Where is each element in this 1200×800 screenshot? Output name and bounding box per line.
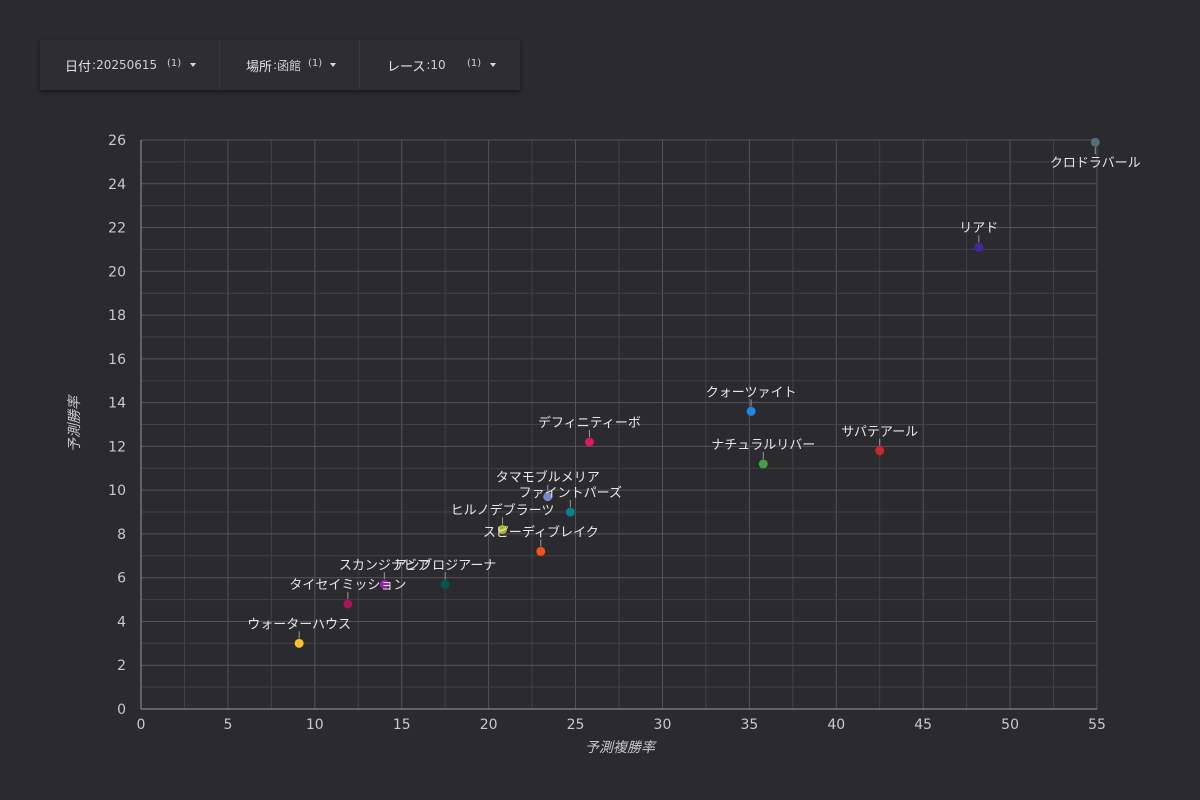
data-point[interactable] — [343, 599, 353, 609]
x-tick-label: 40 — [827, 717, 845, 733]
point-label: ファイントパーズ — [519, 485, 622, 501]
y-axis-title: 予測勝率 — [67, 394, 83, 452]
axes — [140, 140, 1097, 710]
data-point-group[interactable]: ナチュラルリバー — [711, 438, 815, 469]
point-label: デフィニティーボ — [538, 415, 641, 431]
data-point-group[interactable]: スカンジナビア — [339, 558, 430, 589]
race-filter-value-prefix: : — [426, 58, 431, 72]
data-point-group[interactable]: クロドラバール — [1050, 137, 1141, 172]
caret-down-icon — [330, 63, 336, 67]
data-point-group[interactable]: デフィニティーボ — [538, 415, 641, 447]
race-filter-value: 10 — [430, 58, 446, 72]
y-tick-label: 0 — [117, 702, 126, 718]
point-label: ヒルノデブラーツ — [451, 503, 555, 519]
data-point-group[interactable]: ウォーターハウス — [247, 617, 351, 648]
y-tick-label: 20 — [108, 264, 126, 280]
point-label: タマモブルメリア — [496, 470, 600, 486]
grid-lines — [140, 139, 1098, 710]
point-label: サパテアール — [841, 425, 918, 440]
date-filter-dropdown[interactable]: 日付: 20250615 (1) — [40, 40, 220, 90]
race-filter-label: レース — [387, 59, 426, 75]
race-filter-count: (1) — [467, 58, 482, 69]
data-point[interactable] — [440, 579, 450, 589]
data-point[interactable] — [294, 638, 304, 648]
data-point[interactable] — [974, 242, 984, 252]
race-filter-dropdown[interactable]: レース: 10 (1) — [360, 40, 520, 90]
data-point-group[interactable]: タマモブルメリア — [496, 470, 600, 502]
place-filter-value-prefix: : — [273, 58, 278, 72]
y-tick-label: 4 — [117, 614, 126, 630]
x-tick-label: 20 — [480, 717, 498, 733]
x-tick-label: 55 — [1088, 717, 1106, 733]
data-point-group[interactable]: ファイントパーズ — [519, 485, 622, 517]
y-tick-label: 26 — [108, 133, 126, 149]
data-point-group[interactable]: リアド — [959, 221, 998, 252]
point-label: タイセイミッション — [289, 578, 406, 593]
data-point[interactable] — [565, 507, 575, 517]
y-tick-label: 18 — [108, 308, 126, 324]
y-tick-label: 12 — [108, 439, 126, 455]
x-tick-label: 45 — [914, 717, 932, 733]
point-label: クロドラバール — [1050, 156, 1141, 171]
y-tick-label: 10 — [108, 483, 126, 499]
point-label: ナチュラルリバー — [711, 438, 815, 453]
x-tick-label: 25 — [567, 717, 585, 733]
x-axis-title: 予測複勝率 — [585, 740, 657, 756]
date-filter-label: 日付 — [65, 59, 92, 75]
data-point[interactable] — [584, 437, 594, 447]
place-filter-count: (1) — [308, 58, 323, 69]
data-point[interactable] — [543, 492, 553, 502]
place-filter-dropdown[interactable]: 場所: 函館 (1) — [220, 40, 360, 90]
y-tick-label: 2 — [117, 658, 126, 674]
point-label: スピーディブレイク — [483, 524, 599, 540]
caret-down-icon — [190, 63, 196, 67]
y-tick-label: 24 — [108, 177, 126, 193]
place-filter-label: 場所 — [246, 59, 273, 75]
place-filter-value: 函館 — [277, 58, 302, 73]
y-tick-label: 16 — [108, 352, 126, 368]
x-tick-label: 15 — [393, 717, 411, 733]
point-label: クォーツァイト — [706, 385, 797, 400]
tick-labels: 0 5 10 15 20 25 30 35 40 45 50 55024681012141618202… — [108, 133, 1106, 733]
date-filter-count: (1) — [167, 58, 182, 69]
x-tick-label: 30 — [654, 717, 672, 733]
y-tick-label: 14 — [108, 396, 126, 412]
x-tick-label: 10 — [306, 717, 324, 733]
x-tick-label: 35 — [740, 717, 758, 733]
data-point[interactable] — [498, 525, 508, 535]
data-point-group[interactable]: クォーツァイト — [706, 385, 797, 416]
x-tick-label: 50 — [1001, 717, 1019, 733]
y-tick-label: 22 — [108, 221, 126, 237]
y-tick-label: 8 — [117, 527, 126, 543]
x-tick-label: 0 — [137, 717, 146, 733]
date-filter-value-prefix: : — [92, 58, 97, 72]
data-point[interactable] — [875, 446, 885, 456]
point-label: リアド — [959, 221, 998, 236]
data-point[interactable] — [746, 406, 756, 416]
filter-bar: 日付: 20250615 (1) 場所: 函館 (1) レース: 10 (1) — [40, 40, 520, 90]
point-label: ウォーターハウス — [247, 617, 351, 632]
data-point-group[interactable]: スピーディブレイク — [483, 524, 599, 556]
data-point-group[interactable]: タイセイミッション — [289, 578, 406, 609]
caret-down-icon — [490, 63, 496, 67]
data-point-group[interactable]: ヒルノデブラーツ — [451, 503, 555, 535]
x-tick-label: 5 — [223, 717, 232, 733]
data-point[interactable] — [758, 459, 768, 469]
point-label: スカンジナビア — [339, 558, 430, 573]
data-point[interactable] — [536, 546, 546, 556]
point-label: アンブロジアーナ — [394, 557, 496, 573]
data-point-group[interactable]: サパテアール — [841, 425, 918, 456]
y-tick-label: 6 — [117, 571, 126, 587]
data-point-group[interactable]: アンブロジアーナ — [394, 557, 496, 589]
date-filter-value: 20250615 — [96, 58, 158, 72]
data-point[interactable] — [379, 579, 389, 589]
data-point[interactable] — [1090, 137, 1100, 147]
